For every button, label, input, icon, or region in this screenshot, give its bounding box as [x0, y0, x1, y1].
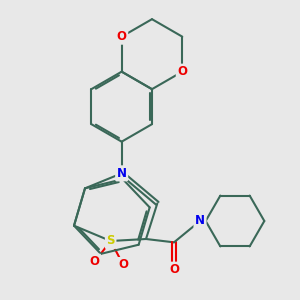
Text: O: O [118, 259, 128, 272]
Text: S: S [106, 235, 115, 248]
Text: O: O [90, 255, 100, 268]
Text: O: O [177, 65, 187, 78]
Text: N: N [195, 214, 205, 227]
Text: O: O [169, 263, 179, 276]
Text: O: O [117, 30, 127, 43]
Text: N: N [117, 167, 127, 180]
